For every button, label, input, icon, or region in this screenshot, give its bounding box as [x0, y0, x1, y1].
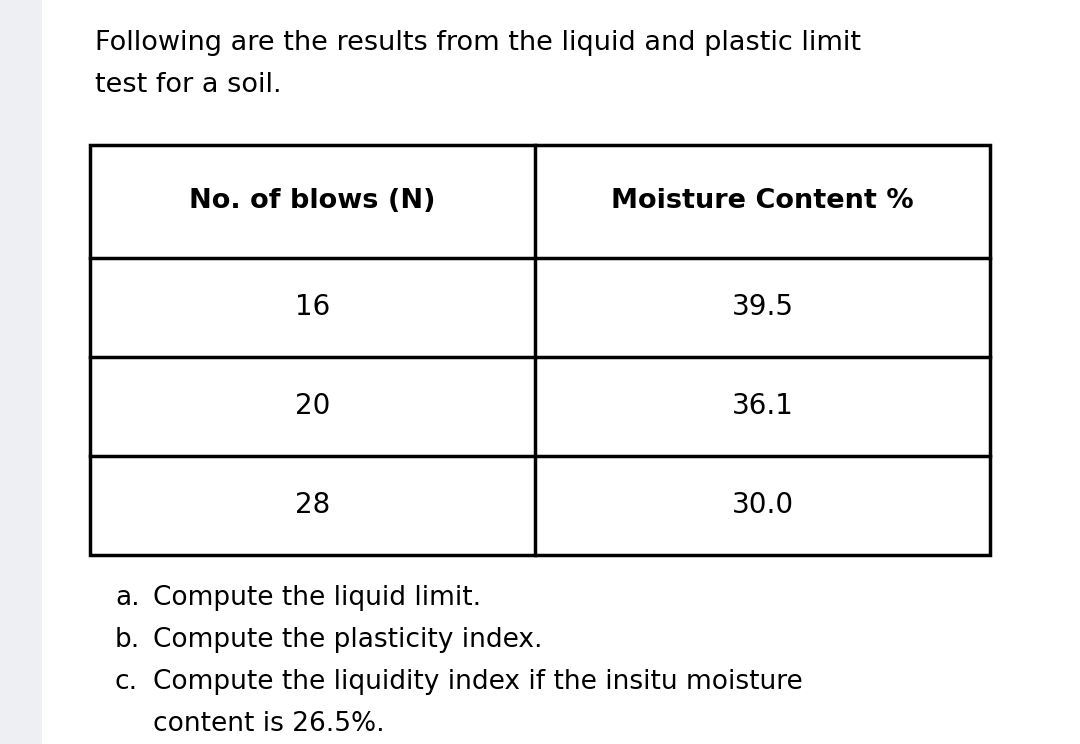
Text: 36.1: 36.1	[731, 392, 794, 420]
Text: b.: b.	[114, 627, 140, 653]
Text: content is 26.5%.: content is 26.5%.	[153, 711, 384, 737]
Text: c.: c.	[114, 669, 138, 695]
Text: Compute the liquidity index if the insitu moisture: Compute the liquidity index if the insit…	[153, 669, 802, 695]
Text: a.: a.	[114, 585, 139, 611]
Text: Following are the results from the liquid and plastic limit: Following are the results from the liqui…	[95, 30, 861, 56]
Text: Compute the liquid limit.: Compute the liquid limit.	[153, 585, 481, 611]
Text: test for a soil.: test for a soil.	[95, 72, 282, 98]
Text: No. of blows (N): No. of blows (N)	[189, 188, 435, 214]
Text: Moisture Content %: Moisture Content %	[611, 188, 914, 214]
Bar	[90, 145, 990, 555]
Text: 30.0: 30.0	[731, 492, 794, 519]
Text: 28: 28	[295, 492, 330, 519]
Text: 39.5: 39.5	[731, 293, 794, 321]
Text: Compute the plasticity index.: Compute the plasticity index.	[153, 627, 542, 653]
Text: 16: 16	[295, 293, 330, 321]
Text: 20: 20	[295, 392, 330, 420]
Bar	[0, 0, 42, 744]
